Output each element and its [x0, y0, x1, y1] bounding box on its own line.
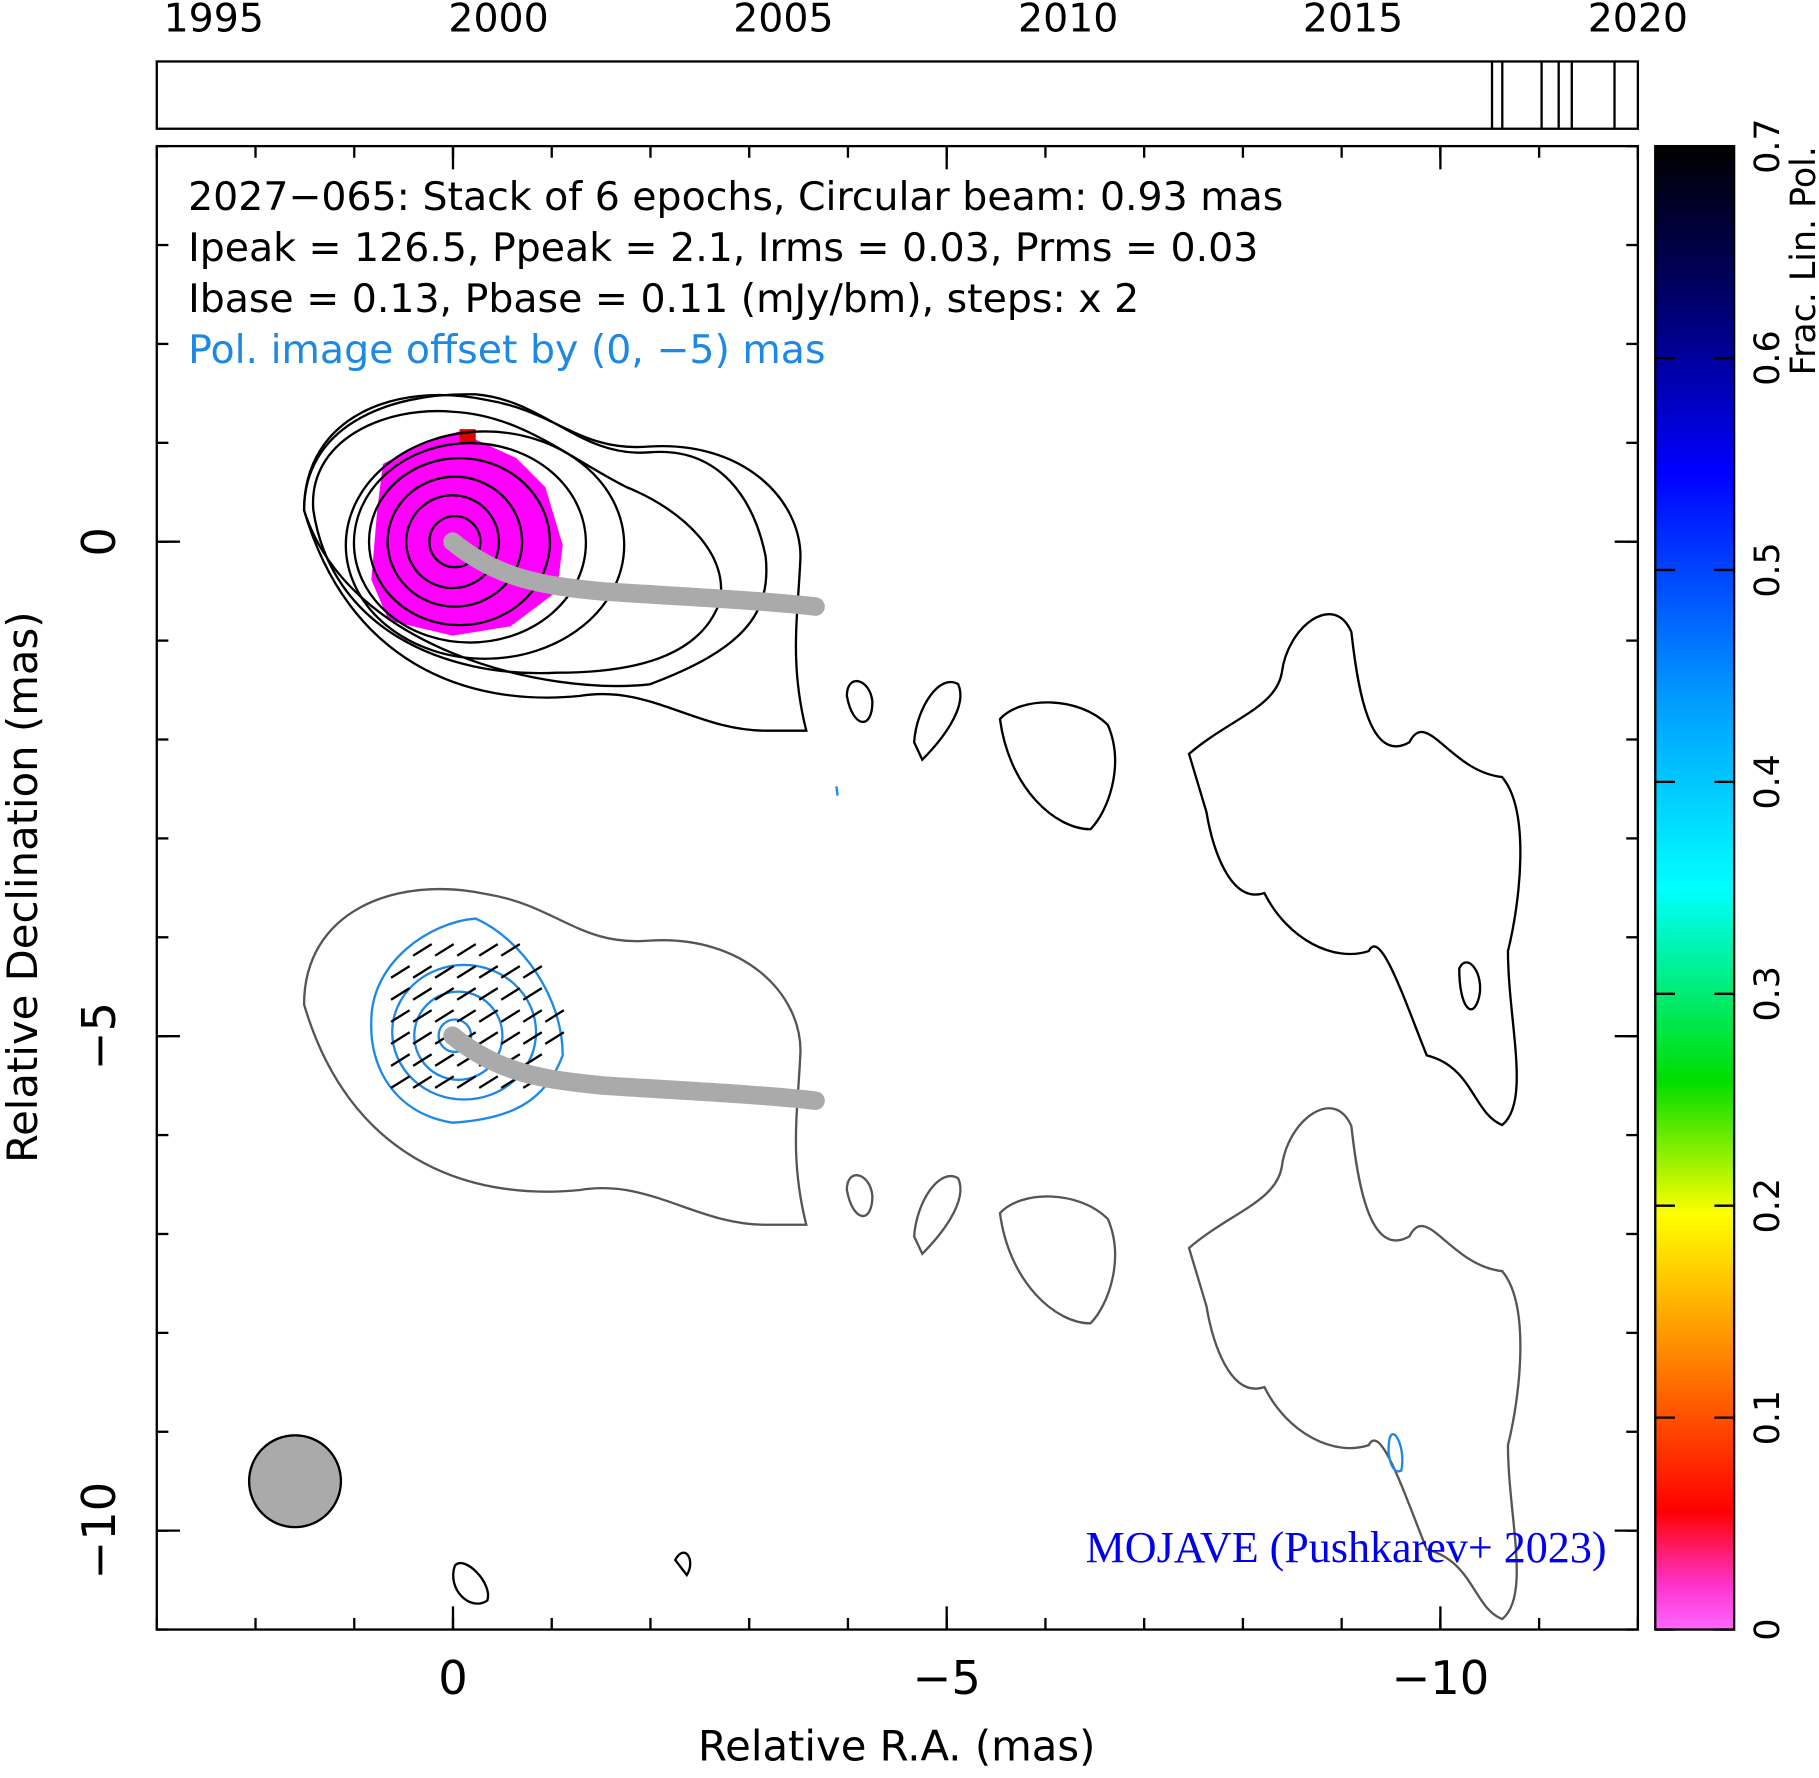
ridgeline: [443, 1026, 825, 1110]
evpa-tick: [544, 1009, 565, 1023]
info-line: Ipeak = 126.5, Ppeak = 2.1, Irms = 0.03,…: [188, 225, 1258, 271]
evpa-tick: [390, 1053, 411, 1067]
evpa-tick: [478, 1009, 499, 1023]
evpa-tick: [390, 1031, 411, 1045]
x-tick-label: −5: [913, 1651, 981, 1705]
evpa-tick: [522, 1009, 543, 1023]
evpa-tick: [478, 1031, 499, 1045]
y-tick-label: −5: [72, 1002, 126, 1070]
ridgeline: [443, 532, 825, 616]
colorbar-tick-label: 0.5: [1748, 542, 1788, 597]
beam: [247, 1434, 343, 1529]
evpa-tick: [390, 1075, 411, 1089]
time-tick-label: 2000: [448, 0, 548, 41]
colorbar-tick-label: 0: [1748, 1618, 1788, 1640]
evpa-tick: [522, 1053, 543, 1067]
evpa-tick: [390, 965, 411, 979]
evpa-tick: [500, 943, 521, 957]
colorbar-tick-label: 0.1: [1748, 1390, 1788, 1445]
evpa-tick: [478, 987, 499, 1001]
evpa-tick: [500, 1009, 521, 1023]
evpa-tick: [434, 965, 455, 979]
evpa-tick: [434, 987, 455, 1001]
evpa-tick: [412, 965, 433, 979]
evpa-tick: [456, 987, 477, 1001]
evpa-tick: [390, 987, 411, 1001]
evpa-tick: [478, 943, 499, 957]
y-axis-label: Relative Declination (mas): [0, 612, 47, 1163]
evpa-tick: [544, 1031, 565, 1045]
x-tick-label: 0: [438, 1651, 468, 1705]
evpa-tick: [434, 1053, 455, 1067]
time-tick-label: 2005: [733, 0, 833, 41]
evpa-tick: [478, 1075, 499, 1089]
credit: MOJAVE (Pushkarev+ 2023): [1086, 1523, 1607, 1572]
colorbar-tick-label: 0.7: [1748, 118, 1788, 173]
info-line: Ibase = 0.13, Pbase = 0.11 (mJy/bm), ste…: [188, 276, 1139, 322]
evpa-tick: [434, 1009, 455, 1023]
evpa-tick: [500, 987, 521, 1001]
timeline-frame: [155, 60, 1640, 130]
colorbar: [1654, 144, 1736, 1631]
x-tick-label: −10: [1391, 1651, 1489, 1705]
evpa-tick: [456, 965, 477, 979]
info-line: 2027−065: Stack of 6 epochs, Circular be…: [188, 174, 1283, 220]
colorbar-tick-label: 0.3: [1748, 966, 1788, 1021]
intensity-contour: [673, 1551, 692, 1578]
evpa-tick: [412, 1009, 433, 1023]
colorbar-tick-label: 0.2: [1748, 1178, 1788, 1233]
evpa-tick: [522, 987, 543, 1001]
evpa-tick: [500, 965, 521, 979]
evpa-tick: [390, 1009, 411, 1023]
evpa-tick: [456, 1009, 477, 1023]
evpa-tick: [522, 1031, 543, 1045]
evpa-tick: [412, 1053, 433, 1067]
evpa-tick: [412, 1075, 433, 1089]
evpa-tick: [434, 943, 455, 957]
y-tick-label: −10: [72, 1482, 126, 1580]
evpa-tick: [412, 1031, 433, 1045]
time-tick-label: 1995: [164, 0, 264, 41]
evpa-tick: [456, 1075, 477, 1089]
pol-note: Pol. image offset by (0, −5) mas: [188, 327, 825, 373]
pol-contours: [370, 786, 1404, 1473]
map-frame: [155, 144, 1640, 1631]
map-image: [302, 393, 1522, 1621]
evpa-tick: [522, 965, 543, 979]
evpa-tick: [412, 943, 433, 957]
y-tick-label: 0: [72, 527, 126, 557]
intensity-contours: [302, 393, 1522, 1127]
colorbar-label: Frac. Lin. Pol.: [1784, 146, 1819, 375]
evpa-tick: [412, 987, 433, 1001]
intensity-contour: [452, 1562, 490, 1605]
pol-intensity-contours: [302, 887, 1522, 1621]
evpa-tick: [500, 1031, 521, 1045]
time-tick-label: 2015: [1303, 0, 1403, 41]
colorbar-tick-label: 0.4: [1748, 754, 1788, 809]
evpa-tick: [434, 1075, 455, 1089]
x-axis-label: Relative R.A. (mas): [698, 1722, 1095, 1771]
time-tick-label: 2010: [1018, 0, 1118, 41]
colorbar-tick-label: 0.6: [1748, 330, 1788, 385]
evpa-tick: [478, 965, 499, 979]
time-tick-label: 2020: [1588, 0, 1688, 41]
evpa-tick: [456, 943, 477, 957]
